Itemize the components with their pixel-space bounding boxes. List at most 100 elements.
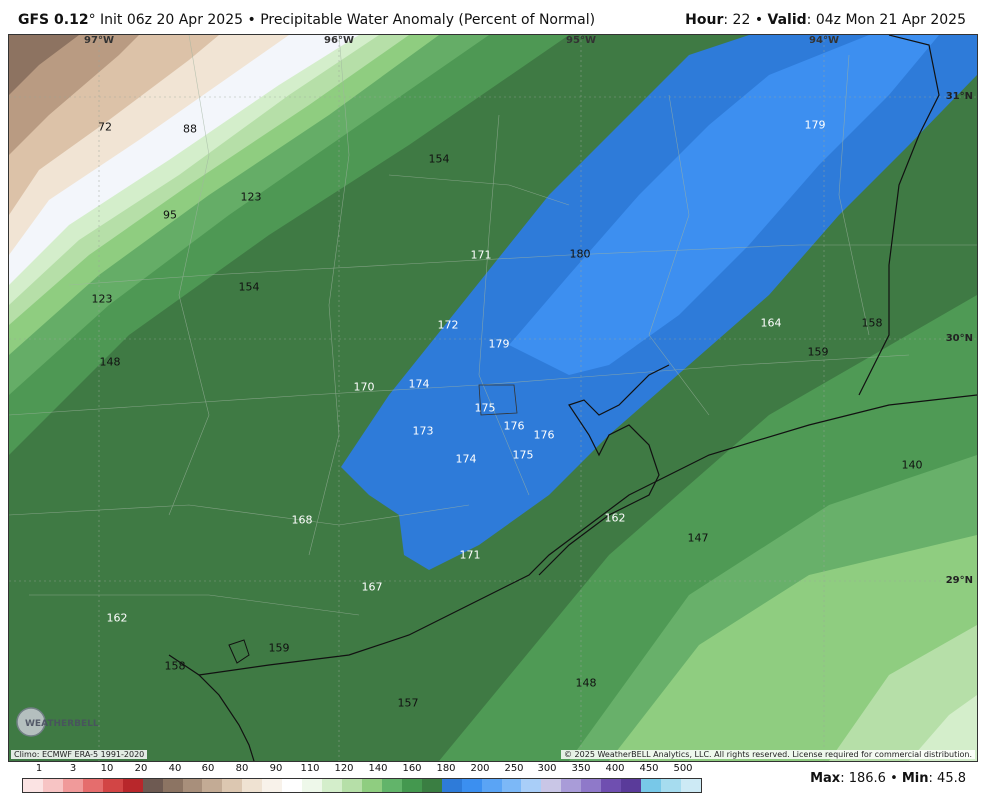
- value-label: 72: [98, 120, 112, 134]
- legend-label: 160: [402, 763, 422, 774]
- valid-time-info: Hour: 22 • Valid: 04z Mon 21 Apr 2025: [685, 12, 966, 28]
- value-label: 148: [99, 355, 121, 369]
- value-label: 123: [240, 190, 262, 204]
- degree-symbol: °: [88, 12, 96, 28]
- legend-label: 300: [537, 763, 557, 774]
- init-time: Init 06z 20 Apr 2025: [100, 12, 244, 28]
- legend-label: 250: [504, 763, 524, 774]
- lon-label: 96°W: [324, 35, 354, 46]
- value-label: 154: [238, 280, 260, 294]
- valid-time: 04z Mon 21 Apr 2025: [815, 12, 966, 28]
- value-label: 157: [397, 696, 419, 710]
- legend-swatch: [82, 779, 103, 792]
- legend-swatch: [441, 779, 462, 792]
- legend-swatch: [641, 779, 661, 792]
- lat-label: 30°N: [945, 333, 973, 344]
- legend-swatch: [601, 779, 622, 792]
- value-label: 175: [474, 401, 496, 415]
- legend-label: 180: [436, 763, 456, 774]
- legend-labels: 1 3 10 20 40 60 80 90 110 120 140 160 18…: [22, 763, 702, 777]
- svg-text:WEATHERBELL: WEATHERBELL: [25, 719, 99, 729]
- map-panel[interactable]: 97°W 96°W 95°W 94°W 31°N 30°N 29°N 72 88…: [8, 34, 978, 762]
- legend-swatch: [62, 779, 83, 792]
- max-value: 186.6: [848, 771, 886, 786]
- hour-label: Hour: [685, 12, 724, 28]
- value-label: 175: [512, 448, 534, 462]
- value-label: 88: [183, 122, 197, 136]
- min-value: 45.8: [937, 771, 966, 786]
- value-label: 174: [408, 377, 430, 391]
- legend-swatch: [621, 779, 642, 792]
- legend-label: 1: [35, 763, 43, 774]
- value-label: 162: [106, 611, 128, 625]
- min-label: Min: [901, 771, 929, 786]
- legend-swatch: [162, 779, 183, 792]
- value-label: 95: [163, 208, 177, 222]
- value-label: 168: [291, 513, 313, 527]
- legend-swatch: [661, 779, 681, 792]
- lat-label: 29°N: [945, 575, 973, 586]
- value-label: 179: [488, 337, 510, 351]
- legend-color-bar: [22, 778, 702, 793]
- legend-label: 120: [334, 763, 354, 774]
- value-label: 140: [901, 458, 923, 472]
- legend-swatch: [282, 779, 303, 792]
- value-label: 158: [164, 659, 186, 673]
- value-label: 172: [437, 318, 459, 332]
- product-name: Precipitable Water Anomaly (Percent of N…: [260, 12, 596, 28]
- value-label: 159: [807, 345, 829, 359]
- value-label: 154: [428, 152, 450, 166]
- legend-swatch: [262, 779, 283, 792]
- legend-swatch: [242, 779, 263, 792]
- value-label: 176: [533, 428, 555, 442]
- climo-note: Climo: ECMWF ERA-5 1991-2020: [11, 750, 148, 759]
- value-label: 171: [470, 248, 492, 262]
- value-label: 173: [412, 424, 434, 438]
- legend-swatch: [342, 779, 362, 792]
- value-label: 179: [804, 118, 826, 132]
- legend-swatch: [680, 779, 701, 792]
- legend-swatch: [501, 779, 522, 792]
- legend-swatch: [42, 779, 63, 792]
- legend-label: 20: [134, 763, 148, 774]
- legend-swatch: [361, 779, 382, 792]
- value-label: 167: [361, 580, 383, 594]
- legend-swatch: [222, 779, 243, 792]
- lat-label: 31°N: [945, 91, 973, 102]
- legend-label: 500: [673, 763, 693, 774]
- legend-swatch: [302, 779, 323, 792]
- legend-label: 450: [639, 763, 659, 774]
- legend-swatch: [401, 779, 422, 792]
- legend-swatch: [23, 779, 43, 792]
- value-label: 162: [604, 511, 626, 525]
- value-label: 176: [503, 419, 525, 433]
- legend-label: 60: [201, 763, 215, 774]
- map-title: GFS 0.12° Init 06z 20 Apr 2025 • Precipi…: [18, 12, 595, 28]
- value-label: 123: [91, 292, 113, 306]
- legend-swatch: [421, 779, 442, 792]
- value-label: 170: [353, 380, 375, 394]
- max-min-stats: Max: 186.6 • Min: 45.8: [810, 771, 966, 786]
- lon-label: 97°W: [84, 35, 114, 46]
- forecast-hour: 22: [732, 12, 751, 28]
- separator: •: [890, 771, 898, 786]
- legend-swatch: [521, 779, 542, 792]
- legend-swatch: [202, 779, 223, 792]
- value-label: 174: [455, 452, 477, 466]
- legend-swatch: [102, 779, 123, 792]
- legend-label: 140: [368, 763, 388, 774]
- anomaly-map: [9, 35, 977, 761]
- model-name: GFS 0.12: [18, 12, 89, 28]
- legend-label: 110: [300, 763, 320, 774]
- separator: •: [247, 12, 256, 28]
- legend-label: 3: [69, 763, 77, 774]
- legend-swatch: [122, 779, 143, 792]
- copyright-note: © 2025 WeatherBELL Analytics, LLC. All r…: [561, 750, 975, 759]
- legend-swatch: [581, 779, 602, 792]
- legend-swatch: [561, 779, 582, 792]
- legend-label: 90: [269, 763, 283, 774]
- legend-swatch: [461, 779, 482, 792]
- weatherbell-logo: WEATHERBELL: [15, 705, 99, 739]
- color-legend: 1 3 10 20 40 60 80 90 110 120 140 160 18…: [22, 763, 702, 793]
- header: GFS 0.12° Init 06z 20 Apr 2025 • Precipi…: [0, 0, 984, 34]
